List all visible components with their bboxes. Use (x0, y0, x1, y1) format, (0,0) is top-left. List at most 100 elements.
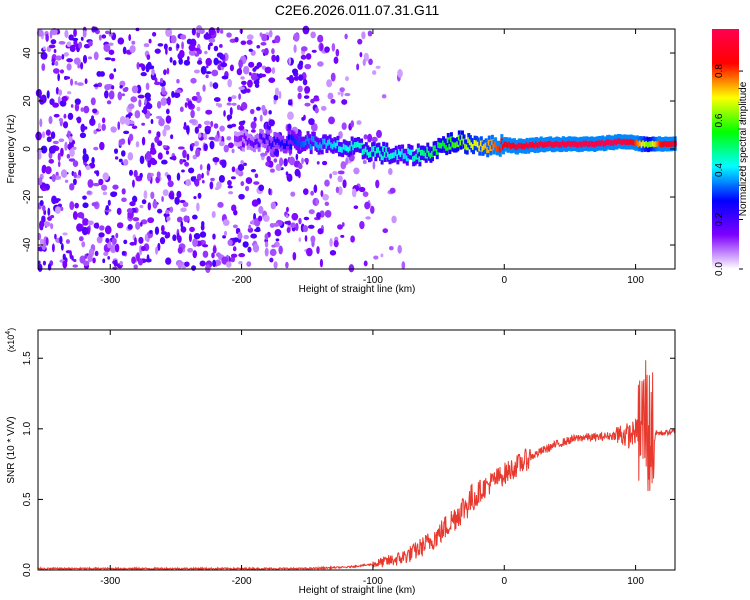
spectrogram-cell (250, 121, 257, 130)
spectrogram-cell (324, 46, 330, 53)
spectrogram-ridge-core (535, 141, 539, 148)
spectrogram-ridge-core (670, 141, 674, 147)
spectrogram-cell (375, 65, 381, 69)
spectrogram-cell (176, 43, 180, 49)
spectrogram-cell (176, 79, 180, 84)
spectrogram-cell (194, 53, 200, 57)
spectrogram-ridge-core (539, 140, 543, 147)
spectrogram-cell (37, 152, 42, 160)
spectrogram-ridge-core (437, 142, 441, 148)
spectrogram-ridge-core (399, 151, 403, 157)
spectrogram-cell (74, 202, 79, 209)
spectrogram-ridge-core (391, 152, 395, 159)
spectrogram-ridge-core (571, 140, 575, 147)
spectrogram-ridge-core (284, 143, 288, 150)
spectrogram-cell (63, 113, 67, 119)
spectrogram-cell (49, 30, 53, 39)
spectrogram-ridge-core (643, 141, 647, 148)
spectrogram-cell (87, 253, 93, 263)
spectrogram-ridge-core (380, 154, 384, 161)
spectrogram-cell (110, 126, 117, 133)
spectrogram-cell (202, 250, 209, 258)
spectrogram-ridge-core (654, 141, 658, 147)
spectrogram-cell (259, 114, 263, 122)
spectrogram-ridge-core (319, 142, 323, 149)
spectrogram-ridge-core (610, 139, 614, 146)
spectrogram-cell (298, 217, 302, 225)
colorbar-tick-label: 0.8 (714, 64, 725, 78)
spectrogram-ridge-core (360, 142, 364, 149)
spectrogram-cell (113, 259, 118, 267)
spectrogram-ridge-core (415, 153, 419, 160)
spectrogram-ridge-core (465, 144, 469, 151)
spectrogram-ridge-core (561, 140, 565, 147)
colorbar-gradient (712, 29, 739, 269)
spectrogram-cell (291, 68, 299, 75)
spectrogram-cell (203, 132, 208, 141)
spectrogram-cell (82, 54, 88, 64)
spectrogram-cell (160, 224, 165, 233)
spectrogram-cell (208, 38, 216, 43)
spectrogram-ridge-core (369, 151, 373, 158)
spectrogram-y-label: Frequency (Hz) (6, 115, 17, 184)
spectrogram-y-tick-label: 0 (22, 146, 33, 152)
spectrogram-cell (184, 261, 190, 267)
spectrogram-cell (76, 116, 82, 124)
spectrogram-cell (134, 237, 137, 246)
spectrogram-cell (201, 180, 205, 184)
spectrogram-cell (161, 196, 164, 203)
spectrogram-cell (122, 46, 127, 55)
spectrogram-ridge-core (566, 141, 570, 147)
spectrogram-ridge-core (483, 144, 487, 150)
spectrogram-ridge-core (520, 143, 524, 150)
spectrogram-cell (337, 186, 343, 196)
spectrogram-cell (333, 56, 339, 65)
spectrogram-ridge-core (364, 146, 368, 153)
spectrogram-cell (73, 28, 77, 38)
spectrogram-cell (66, 63, 72, 71)
spectrogram-cell (150, 119, 154, 125)
spectrogram-cell (243, 234, 249, 240)
spectrogram-cell (315, 198, 319, 206)
spectrogram-cell (35, 89, 42, 97)
spectrogram-cell (397, 69, 403, 78)
spectrogram-cell (78, 236, 84, 242)
spectrogram-cell (192, 250, 198, 259)
spectrogram-cell (278, 245, 283, 255)
spectrogram-cell (226, 102, 232, 106)
spectrogram-cell (324, 209, 332, 218)
spectrogram-ridge-core (473, 139, 477, 146)
spectrogram-cell (91, 115, 94, 121)
spectrogram-cell (77, 63, 81, 69)
spectrogram-cell (250, 129, 256, 133)
spectrogram-cell (291, 212, 299, 221)
spectrogram-cell (104, 90, 109, 99)
snr-scale-exponent: 4 (5, 331, 12, 335)
spectrogram-cell (363, 134, 368, 140)
spectrogram-cell (62, 232, 68, 236)
spectrogram-cell (213, 123, 219, 129)
spectrogram-cell (113, 148, 119, 154)
spectrogram-cell (110, 57, 116, 62)
spectrogram-cell (284, 220, 291, 225)
spectrogram-cell (131, 195, 138, 203)
spectrogram-ridge-core (361, 149, 365, 156)
spectrogram-cell (167, 96, 171, 106)
spectrogram-ridge-core (656, 141, 660, 148)
spectrogram-ridge-core (374, 151, 378, 157)
spectrogram-cell (160, 97, 167, 106)
spectrogram-cell (80, 107, 84, 112)
spectrogram-cell (138, 99, 142, 108)
spectrogram-ridge-core (418, 156, 422, 163)
spectrogram-cell (72, 178, 77, 186)
spectrogram-cell (269, 168, 275, 173)
spectrogram-cell (177, 235, 182, 244)
spectrogram-ridge-core (555, 140, 559, 147)
spectrogram-cell (165, 150, 170, 155)
spectrogram-ridge-core (527, 143, 531, 150)
spectrogram-cell (274, 35, 281, 44)
spectrogram-cell (268, 119, 275, 127)
spectrogram-cell (50, 223, 54, 230)
spectrogram-cell (227, 96, 232, 102)
spectrogram-cell (42, 205, 46, 212)
